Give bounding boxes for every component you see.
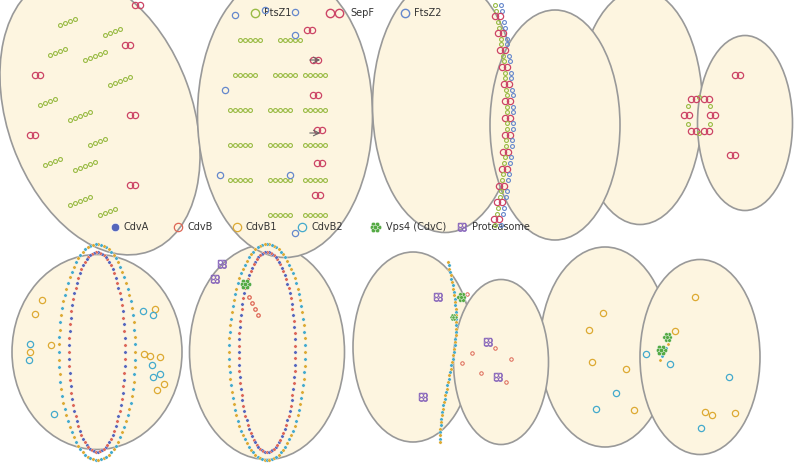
Ellipse shape [698,35,793,211]
Text: FtsZ2: FtsZ2 [414,8,442,18]
Ellipse shape [12,254,182,450]
Text: CdvB2: CdvB2 [311,222,342,232]
Ellipse shape [198,0,373,258]
Ellipse shape [540,247,670,447]
Ellipse shape [640,259,760,454]
Text: Proteasome: Proteasome [472,222,530,232]
Text: Vps4 (CdvC): Vps4 (CdvC) [386,222,446,232]
Text: SepF: SepF [350,8,374,18]
Ellipse shape [373,0,518,232]
Ellipse shape [578,0,702,225]
Ellipse shape [490,10,620,240]
Ellipse shape [454,279,549,445]
Ellipse shape [0,0,200,255]
Text: CdvB: CdvB [187,222,212,232]
Text: CdvB1: CdvB1 [246,222,278,232]
Text: FtsZ1: FtsZ1 [264,8,291,18]
Ellipse shape [190,245,345,459]
Text: CdvA: CdvA [124,222,150,232]
Ellipse shape [353,252,473,442]
